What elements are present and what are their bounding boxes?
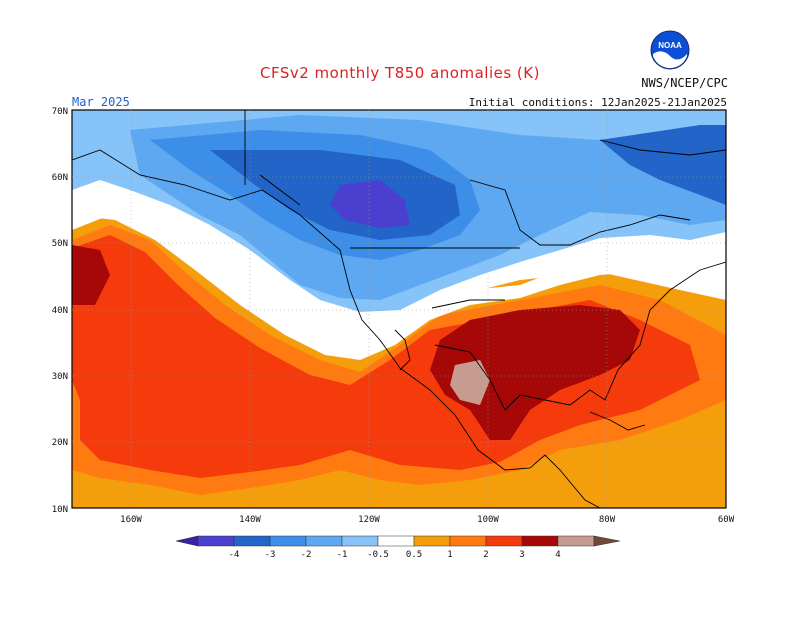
forecast-month: Mar 2025 (72, 95, 130, 109)
colorbar-tick-label: -1 (337, 550, 348, 560)
svg-text:NOAA: NOAA (658, 41, 682, 50)
agency-label: NWS/NCEP/CPC (641, 76, 728, 90)
colorbar-tick-label: -2 (301, 550, 312, 560)
lat-label: 20N (52, 438, 68, 448)
map-title: CFSv2 monthly T850 anomalies (K) (260, 64, 540, 82)
colorbar-segment (449, 535, 487, 547)
lat-label: 30N (52, 372, 68, 382)
lon-label: 140W (239, 515, 261, 525)
lat-labels: 70N 60N 50N 40N 30N 20N 10N (52, 107, 68, 515)
lat-label: 60N (52, 173, 68, 183)
colorbar-tick-label: 0.5 (406, 550, 422, 560)
colorbar-tick-label: 1 (447, 550, 452, 560)
colorbar-arrow-high (593, 535, 621, 547)
anomaly-field (72, 110, 726, 508)
lat-label: 50N (52, 239, 68, 249)
colorbar-tick-label: 3 (519, 550, 524, 560)
colorbar: -4 -3 -2 -1 -0.5 0.5 1 2 3 4 (175, 535, 621, 560)
colorbar-segment (233, 535, 271, 547)
lat-label: 70N (52, 107, 68, 117)
colorbar-segment (269, 535, 307, 547)
colorbar-tick-label: -4 (229, 550, 240, 560)
colorbar-segment (305, 535, 343, 547)
colorbar-segment (377, 535, 415, 547)
map-frame (71, 109, 727, 509)
colorbar-segment (341, 535, 379, 547)
lat-label: 10N (52, 505, 68, 515)
colorbar-segment (197, 535, 235, 547)
colorbar-tick-label: -3 (265, 550, 276, 560)
colorbar-segment (413, 535, 451, 547)
colorbar-arrow-low (175, 535, 199, 547)
lon-labels: 160W 140W 120W 100W 80W 60W (120, 515, 735, 525)
lon-label: 60W (718, 515, 735, 525)
lat-label: 40N (52, 306, 68, 316)
colorbar-segment (557, 535, 595, 547)
coastlines (72, 110, 726, 508)
colorbar-tick-label: 2 (483, 550, 488, 560)
lon-label: 80W (599, 515, 616, 525)
lon-label: 160W (120, 515, 142, 525)
lon-label: 100W (477, 515, 499, 525)
graticule (72, 110, 726, 508)
colorbar-tick-label: -0.5 (367, 550, 389, 560)
lon-label: 120W (358, 515, 380, 525)
colorbar-tick-label: 4 (555, 550, 560, 560)
colorbar-segment (521, 535, 559, 547)
noaa-logo-icon: NOAA (650, 30, 690, 70)
initial-conditions: Initial conditions: 12Jan2025-21Jan2025 (468, 96, 727, 109)
colorbar-segment (485, 535, 523, 547)
